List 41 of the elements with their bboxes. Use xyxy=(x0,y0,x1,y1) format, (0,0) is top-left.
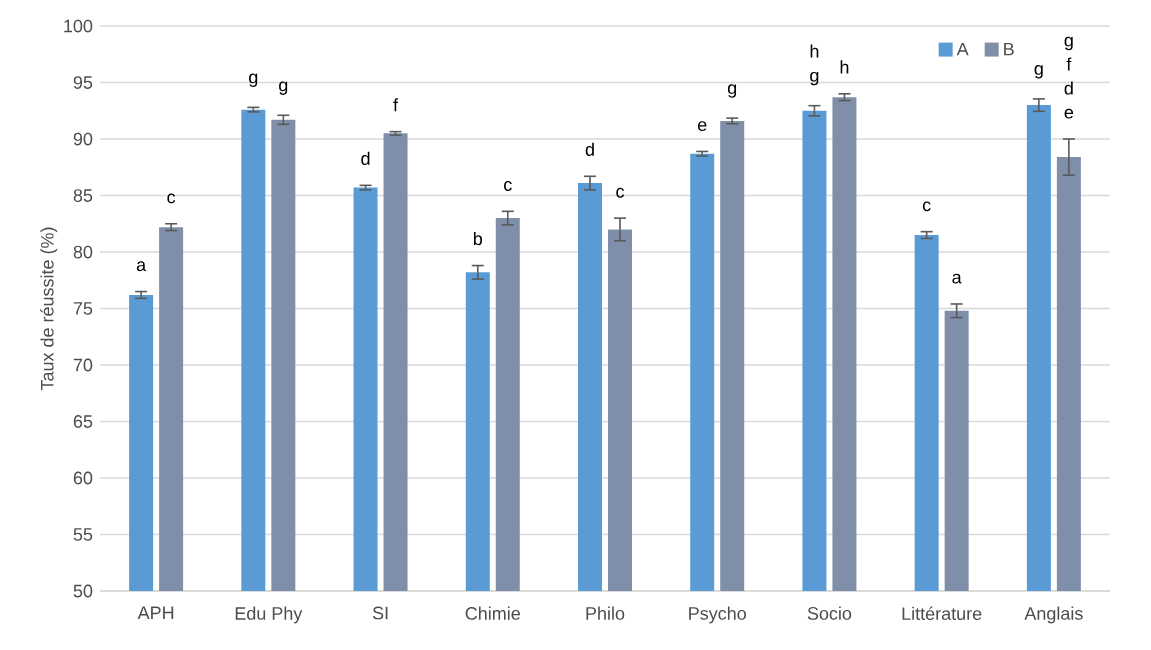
legend-label: B xyxy=(1004,42,1014,56)
data-label: c xyxy=(167,193,176,204)
y-tick-label: 90 xyxy=(73,132,93,146)
y-tick-label: 60 xyxy=(73,471,93,485)
x-tick-label: Edu Phy xyxy=(235,606,303,624)
data-label: g xyxy=(249,73,258,87)
y-tick-label: 85 xyxy=(73,189,93,202)
data-label: g f d e xyxy=(1064,36,1074,119)
data-label: c xyxy=(504,181,512,191)
data-label: f xyxy=(393,98,399,112)
y-tick-label: 50 xyxy=(73,584,93,598)
data-label: h g xyxy=(810,44,819,86)
x-tick-label: Chimie xyxy=(465,606,520,620)
y-tick-label: 70 xyxy=(73,358,93,372)
x-tick-label: Psycho xyxy=(689,606,746,624)
x-tick-label: Anglais xyxy=(1024,606,1083,624)
y-tick-label: 75 xyxy=(73,302,93,315)
data-label: c xyxy=(922,201,931,212)
data-label: e xyxy=(697,121,707,132)
legend-label: A xyxy=(956,42,969,56)
y-tick-label: 65 xyxy=(73,415,93,428)
x-tick-label: SI xyxy=(372,606,388,620)
data-label: d xyxy=(361,151,370,165)
data-label: c xyxy=(616,187,625,198)
data-label: a xyxy=(952,273,962,284)
y-tick-label: 55 xyxy=(73,528,93,541)
y-tick-label: 80 xyxy=(73,245,93,259)
data-label: h xyxy=(840,60,849,74)
y-tick-label: 95 xyxy=(73,76,93,89)
data-label: d xyxy=(585,142,594,156)
data-label: g xyxy=(727,84,737,98)
y-tick-label: 100 xyxy=(64,19,93,33)
data-label: a xyxy=(136,261,147,272)
x-tick-label: Socio xyxy=(807,606,852,620)
x-tick-label: Littérature xyxy=(902,606,982,621)
x-tick-label: APH xyxy=(137,606,174,619)
y-axis-title: Taux de réussite (%) xyxy=(40,227,58,391)
data-label: g xyxy=(1034,65,1043,79)
data-label: b xyxy=(473,231,483,246)
x-tick-label: Philo xyxy=(586,606,625,620)
data-label: g xyxy=(279,81,288,95)
